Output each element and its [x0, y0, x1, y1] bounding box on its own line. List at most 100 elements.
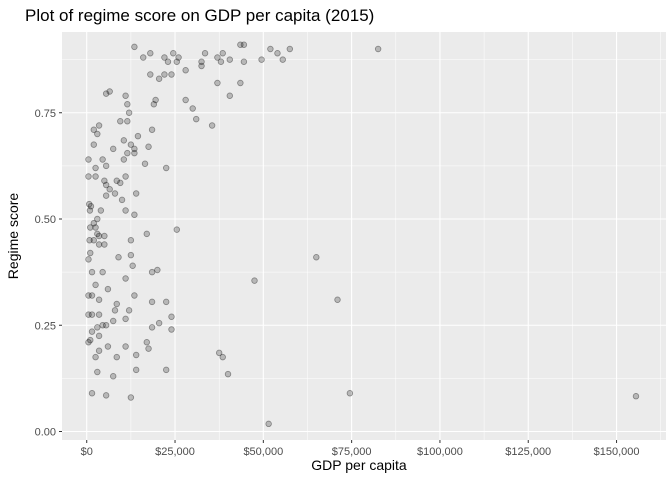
data-point	[95, 232, 103, 240]
data-point	[94, 368, 101, 376]
data-point	[131, 43, 138, 51]
data-point	[162, 298, 170, 306]
data-point	[265, 420, 272, 428]
data-point	[101, 232, 108, 240]
data-point	[92, 173, 99, 180]
data-point	[131, 292, 138, 299]
data-point	[334, 296, 341, 303]
data-point	[237, 79, 244, 87]
data-point	[127, 251, 135, 259]
data-point	[92, 281, 99, 289]
data-point	[155, 75, 163, 82]
data-point	[161, 71, 168, 78]
data-point	[374, 45, 382, 53]
data-point	[115, 254, 122, 261]
data-point	[173, 226, 180, 233]
data-point	[111, 307, 119, 314]
data-point	[279, 56, 286, 63]
data-point	[147, 71, 154, 78]
data-point	[110, 373, 117, 380]
data-point	[88, 390, 96, 397]
data-point	[313, 254, 320, 261]
data-point	[94, 215, 101, 223]
data-point	[97, 207, 105, 214]
data-point	[95, 241, 103, 248]
data-point	[110, 317, 117, 325]
data-point	[102, 181, 110, 189]
data-point	[214, 54, 221, 61]
data-point	[104, 285, 112, 293]
y-tick-label: 0.50	[35, 214, 56, 226]
data-point	[90, 126, 97, 133]
data-point	[125, 307, 133, 314]
data-point	[154, 266, 161, 274]
data-point	[155, 319, 163, 327]
data-point	[122, 207, 129, 214]
data-point	[251, 277, 258, 284]
data-point	[173, 58, 180, 65]
data-point	[120, 137, 128, 144]
data-point	[148, 298, 156, 306]
data-point	[110, 145, 117, 153]
data-point	[85, 200, 93, 208]
data-point	[219, 50, 226, 57]
data-point	[143, 339, 150, 346]
data-point	[125, 109, 133, 116]
y-tick-label: 0.25	[35, 320, 56, 332]
data-point	[193, 115, 200, 123]
data-point	[217, 58, 225, 65]
data-point	[122, 315, 129, 323]
data-point	[129, 262, 136, 269]
data-point	[141, 160, 149, 167]
data-point	[148, 126, 156, 133]
data-point	[152, 96, 159, 104]
data-point	[148, 324, 156, 331]
y-tick-label: 0.00	[35, 427, 56, 439]
data-point	[94, 130, 101, 138]
data-point	[117, 179, 124, 187]
x-tick-label: $75,000	[332, 446, 372, 458]
data-point	[86, 237, 93, 244]
data-point	[99, 322, 106, 329]
x-axis: $0 $25,000 $50,000 $75,000 $100,000 $125,000 $…	[81, 440, 639, 458]
data-point	[106, 186, 113, 193]
data-point	[90, 220, 97, 227]
data-point	[182, 96, 189, 104]
data-point	[118, 196, 126, 204]
data-point	[182, 67, 189, 74]
data-point	[95, 311, 103, 318]
data-point	[85, 311, 92, 318]
data-point	[164, 58, 172, 65]
data-point	[150, 101, 158, 108]
data-point	[111, 190, 119, 197]
x-tick-label: $0	[81, 446, 93, 458]
data-point	[127, 141, 135, 148]
x-axis-title: GDP per capita	[311, 457, 407, 473]
data-point	[94, 324, 101, 331]
data-point	[87, 249, 94, 257]
data-point	[162, 164, 170, 172]
data-point	[85, 256, 92, 263]
data-point	[94, 230, 101, 238]
data-point	[88, 311, 96, 318]
minor-gridlines	[62, 32, 666, 440]
data-point	[87, 224, 94, 231]
data-point	[113, 353, 120, 361]
data-point	[143, 230, 150, 238]
chart-title: Plot of regime score on GDP per capita (…	[25, 6, 374, 25]
y-tick-label: 0.75	[35, 108, 56, 120]
data-point	[101, 241, 108, 248]
data-point	[224, 370, 232, 378]
data-point	[175, 54, 182, 61]
data-point	[145, 143, 152, 150]
data-point	[131, 149, 138, 157]
data-point	[90, 141, 97, 148]
data-point	[117, 118, 124, 125]
data-point	[131, 145, 138, 153]
data-point	[131, 211, 138, 218]
data-point	[88, 292, 96, 299]
data-point	[86, 207, 94, 214]
data-point	[215, 349, 223, 357]
data-point	[132, 366, 140, 374]
data-point	[90, 237, 97, 244]
